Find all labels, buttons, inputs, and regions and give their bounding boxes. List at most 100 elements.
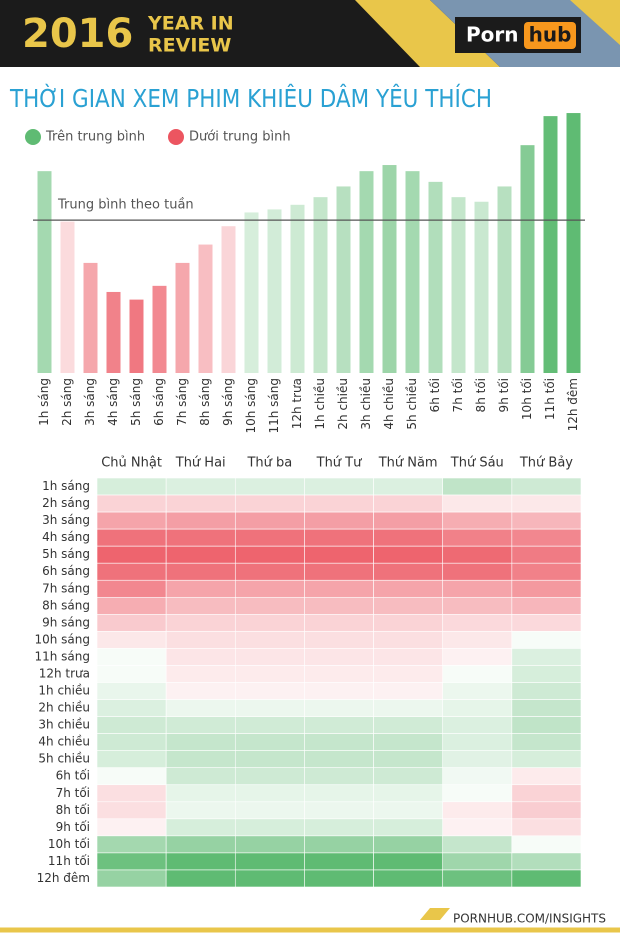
bar	[451, 197, 466, 373]
heat-cell	[304, 801, 374, 820]
heat-cell	[442, 631, 513, 649]
heat-cell	[234, 699, 305, 717]
row-label: 4h chiều	[38, 735, 90, 749]
heat-cell	[373, 494, 444, 513]
heat-cell	[165, 835, 236, 854]
bar	[267, 209, 282, 373]
bar	[83, 262, 98, 373]
x-tick-label: 8h tối	[474, 378, 488, 412]
x-tick-label: 6h tối	[428, 378, 442, 412]
bar	[244, 212, 259, 373]
heat-cell	[304, 682, 374, 700]
x-tick-label: 7h tối	[451, 378, 465, 412]
heat-cell	[373, 631, 444, 649]
heat-cell	[304, 665, 374, 683]
heat-cell	[373, 716, 444, 734]
heat-cell	[96, 716, 167, 734]
heat-cell	[373, 767, 444, 786]
header-year: 2016	[22, 11, 133, 57]
x-tick-label: 6h sáng	[152, 378, 166, 426]
x-tick-label: 2h sáng	[60, 378, 74, 426]
heat-cell	[96, 477, 167, 496]
x-tick-label: 9h tối	[497, 378, 511, 412]
heat-cell	[234, 682, 305, 700]
heat-cell	[373, 699, 444, 717]
heat-cell	[96, 579, 167, 598]
heat-cell	[165, 733, 236, 751]
legend-label: Dưới trung bình	[189, 130, 291, 145]
heat-cell	[165, 852, 236, 871]
heat-cell	[234, 477, 305, 496]
row-label: 9h tối	[56, 820, 90, 834]
row-label: 7h tối	[56, 786, 90, 800]
heat-cell	[96, 818, 167, 837]
heat-cell	[165, 716, 236, 734]
heat-cell	[511, 579, 582, 598]
heat-cell	[442, 596, 513, 615]
heat-cell	[165, 682, 236, 700]
heat-cell	[442, 682, 513, 700]
bar	[152, 285, 167, 373]
heat-cell	[511, 477, 582, 496]
heat-cell	[511, 494, 582, 513]
heat-cell	[442, 511, 513, 530]
heat-cell	[373, 665, 444, 683]
bar	[405, 171, 420, 373]
heat-cell	[234, 750, 305, 769]
heat-cell	[165, 648, 236, 666]
heat-cell	[165, 818, 236, 837]
x-tick-label: 12h đêm	[566, 378, 580, 431]
heat-cell	[511, 528, 582, 547]
heat-cell	[373, 477, 444, 496]
heat-cell	[511, 614, 582, 632]
x-tick-label: 12h trưa	[290, 378, 304, 429]
row-label: 10h sáng	[34, 632, 90, 646]
heat-cell	[304, 614, 374, 632]
heat-cell	[511, 545, 582, 564]
heat-cell	[373, 818, 444, 837]
heat-cell	[511, 733, 582, 751]
heat-cell	[234, 665, 305, 683]
heat-cell	[234, 494, 305, 513]
heat-cell	[442, 801, 513, 820]
legend-label: Trên trung bình	[45, 130, 145, 145]
bar	[60, 221, 75, 373]
heat-cell	[304, 852, 374, 871]
heat-cell	[511, 852, 582, 871]
row-label: 9h sáng	[42, 615, 90, 629]
heat-cell	[442, 614, 513, 632]
column-label: Thứ Sáu	[450, 456, 504, 471]
heat-cell	[442, 869, 513, 888]
bar	[290, 204, 305, 373]
bar	[198, 244, 213, 373]
heat-cell	[96, 784, 167, 803]
heat-cell	[511, 835, 582, 854]
row-label: 4h sáng	[42, 530, 90, 544]
heat-cell	[96, 869, 167, 888]
heat-cell	[304, 750, 374, 769]
heat-cell	[234, 648, 305, 666]
heat-cell	[373, 733, 444, 751]
heat-cell	[373, 562, 444, 581]
heat-cell	[96, 835, 167, 854]
heat-cell	[373, 596, 444, 615]
logo-box	[524, 22, 576, 49]
x-tick-label: 9h sáng	[221, 378, 235, 426]
heat-cell	[96, 665, 167, 683]
logo-text: Porn	[466, 23, 519, 47]
heat-cell	[511, 631, 582, 649]
x-tick-label: 3h chiều	[359, 378, 373, 430]
x-tick-label: 4h chiều	[382, 378, 396, 430]
heat-cell	[96, 699, 167, 717]
heat-cell	[165, 545, 236, 564]
heat-cell	[373, 801, 444, 820]
x-tick-label: 10h sáng	[244, 378, 258, 434]
heat-cell	[304, 869, 374, 888]
bar	[497, 186, 512, 373]
heat-cell	[234, 835, 305, 854]
row-label: 8h sáng	[42, 598, 90, 612]
heat-cell	[304, 818, 374, 837]
heat-cell	[165, 784, 236, 803]
heat-cell	[234, 596, 305, 615]
heat-cell	[442, 494, 513, 513]
